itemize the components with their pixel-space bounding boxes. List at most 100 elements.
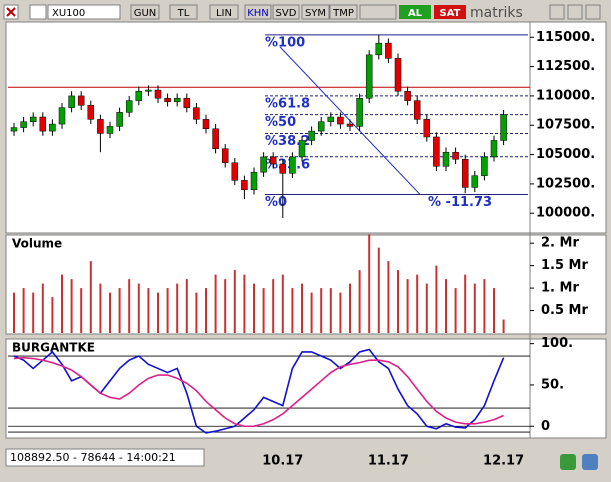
candle-body <box>461 159 469 188</box>
candle-body <box>173 98 181 103</box>
buy-label: AL <box>408 8 423 19</box>
icon-button[interactable] <box>359 4 397 20</box>
y-tick-label: 1.5 Mr <box>541 258 588 273</box>
candle-body <box>221 148 229 164</box>
settings-button[interactable] <box>582 454 598 470</box>
volume-bar <box>41 283 44 333</box>
volume-bar <box>166 288 169 333</box>
x-tick-label: 10.17 <box>262 454 303 469</box>
candle-body <box>404 90 411 101</box>
toolbar-button-label: KHN <box>247 8 269 19</box>
x-tick-label: 12.17 <box>483 454 524 469</box>
indicator-line <box>13 356 504 428</box>
y-tick-label: 110000. <box>536 88 595 103</box>
max-button[interactable] <box>567 4 583 20</box>
candle-body <box>413 100 421 120</box>
candle-body <box>269 156 277 165</box>
candle-body <box>97 119 104 134</box>
toolbar-button[interactable] <box>301 4 330 20</box>
candle-body <box>77 95 85 106</box>
volume-bar <box>128 279 131 333</box>
x-tick-label: 11.17 <box>368 454 409 469</box>
volume-bar <box>118 288 121 333</box>
candle-body <box>116 112 123 127</box>
toolbar-button[interactable] <box>329 4 358 20</box>
candle-body <box>471 175 479 188</box>
toolbar-button-label: SYM <box>305 8 326 19</box>
candle-body <box>423 119 431 138</box>
candle-body <box>29 116 37 122</box>
volume-bar <box>435 265 438 333</box>
candle-body <box>49 123 56 132</box>
candle-body <box>385 42 392 59</box>
candle-body <box>365 54 373 99</box>
y-tick-label: 100000. <box>536 206 595 221</box>
candle-body <box>308 130 315 141</box>
candle-body <box>135 90 143 101</box>
candle-body <box>212 128 219 149</box>
volume-bar <box>310 292 313 333</box>
close-window-button[interactable] <box>585 4 601 20</box>
volume-bar <box>358 270 361 333</box>
candle-body <box>39 116 47 132</box>
volume-bar <box>243 274 246 333</box>
buy-button[interactable] <box>399 5 431 19</box>
close-icon <box>6 7 16 17</box>
candle-body <box>145 89 152 92</box>
volume-bar <box>137 283 140 333</box>
volume-bar <box>445 279 447 333</box>
candle-body <box>433 136 440 167</box>
toolbar-button[interactable] <box>272 4 300 20</box>
candle-body <box>20 121 27 128</box>
icon-button[interactable] <box>29 4 47 20</box>
volume-bar <box>185 279 188 333</box>
volume-bar <box>397 270 399 333</box>
volume-bar <box>253 283 255 333</box>
volume-bar <box>157 292 159 333</box>
toolbar-button-label: TL <box>177 8 190 19</box>
candle-body <box>356 98 363 127</box>
candle-body <box>10 127 18 132</box>
candle-body <box>164 98 171 103</box>
volume-bar <box>195 292 198 333</box>
symbol-box[interactable] <box>47 4 121 20</box>
volume-bar <box>406 279 409 333</box>
candle-body <box>289 156 296 174</box>
volume-bar <box>502 319 505 333</box>
candle-body <box>68 95 75 108</box>
candle-body <box>106 126 114 134</box>
y-tick-label: 50. <box>541 377 564 392</box>
volume-bar <box>233 270 236 333</box>
candle-body <box>231 162 239 181</box>
min-button[interactable] <box>549 4 565 20</box>
candle-body <box>260 156 267 173</box>
volume-bar <box>224 279 227 333</box>
toolbar-button-label: GUN <box>134 8 157 19</box>
candle-body <box>193 107 200 120</box>
candle-body <box>317 121 325 132</box>
toolbar: XU100 GUN TL LIN KHN SVD SYM TMP AL SAT matrik… <box>3 4 601 21</box>
volume-bar <box>176 283 179 333</box>
toolbar-button[interactable] <box>209 4 239 20</box>
y-tick-label: 107500. <box>536 118 595 133</box>
fib-label: %0 <box>265 195 287 210</box>
toolbar-button[interactable] <box>169 4 198 20</box>
brand: matriks <box>470 5 523 21</box>
y-tick-label: 0.5 Mr <box>541 303 588 318</box>
status-box <box>5 448 205 467</box>
candle-body <box>327 116 335 122</box>
toolbar-button[interactable] <box>130 4 160 20</box>
volume-bar <box>320 288 323 333</box>
volume-bar <box>281 274 284 333</box>
sell-button[interactable] <box>434 5 466 19</box>
fib-change-label: % -11.73 <box>428 195 492 210</box>
candle-body <box>279 163 287 174</box>
volume-panel <box>5 234 607 335</box>
candle-body <box>375 42 383 56</box>
refresh-button[interactable] <box>560 454 576 470</box>
toolbar-button[interactable] <box>244 4 272 20</box>
volume-bar <box>368 234 371 333</box>
toolbar-button-label: TMP <box>332 8 354 19</box>
